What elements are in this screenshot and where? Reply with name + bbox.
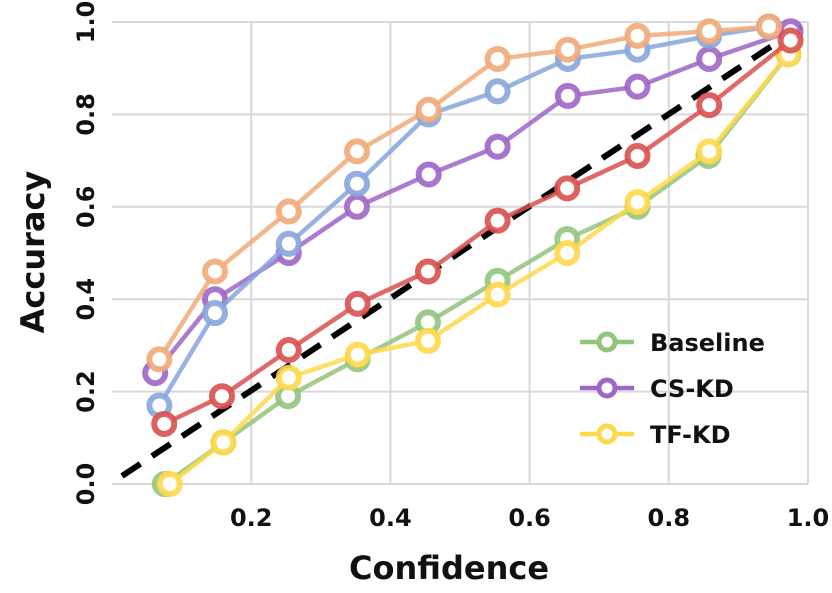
data-point bbox=[414, 258, 441, 285]
series-unlabeled-4 bbox=[146, 13, 783, 373]
data-point bbox=[756, 13, 783, 40]
data-point bbox=[624, 189, 651, 216]
data-point bbox=[275, 364, 302, 391]
legend-marker bbox=[596, 423, 618, 445]
data-point bbox=[151, 410, 178, 437]
data-point bbox=[777, 27, 804, 54]
data-point bbox=[275, 337, 302, 364]
x-tick-label: 0.6 bbox=[508, 504, 551, 532]
series-line bbox=[163, 38, 792, 426]
legend-marker bbox=[596, 331, 618, 353]
series-line bbox=[168, 52, 791, 486]
data-point bbox=[415, 96, 442, 123]
data-point bbox=[210, 429, 237, 456]
x-tick-label: 0.4 bbox=[369, 504, 412, 532]
series-line bbox=[163, 52, 791, 486]
data-point bbox=[696, 138, 723, 165]
legend: Baseline CS-KD TF-KD bbox=[580, 329, 765, 449]
data-point bbox=[554, 175, 581, 202]
legend-item-tf-kd: TF-KD bbox=[580, 421, 731, 449]
series-line bbox=[157, 24, 770, 407]
data-point bbox=[484, 78, 511, 105]
y-axis-title: Accuracy bbox=[14, 171, 52, 334]
y-tick-label: 0.6 bbox=[72, 186, 100, 229]
x-tick-label: 1.0 bbox=[787, 504, 830, 532]
data-point bbox=[484, 207, 511, 234]
data-point bbox=[343, 193, 370, 220]
perfect-calibration-line bbox=[120, 19, 810, 479]
data-point bbox=[202, 258, 229, 285]
data-point bbox=[624, 73, 651, 100]
data-point bbox=[414, 327, 441, 354]
data-point bbox=[554, 82, 581, 109]
series-tf-kd bbox=[156, 41, 802, 497]
series-unlabeled-5 bbox=[151, 27, 804, 437]
legend-label: Baseline bbox=[650, 329, 765, 357]
x-tick-label: 0.2 bbox=[230, 504, 273, 532]
data-point bbox=[696, 18, 723, 45]
data-point bbox=[624, 142, 651, 169]
data-point bbox=[484, 133, 511, 160]
data-point bbox=[624, 22, 651, 49]
reference-line-group bbox=[120, 19, 810, 479]
data-point bbox=[344, 341, 371, 368]
data-point bbox=[343, 170, 370, 197]
data-point bbox=[554, 240, 581, 266]
data-point bbox=[156, 471, 183, 497]
legend-label: TF-KD bbox=[650, 421, 731, 449]
series-line bbox=[157, 24, 770, 361]
data-point bbox=[696, 92, 723, 119]
legend-label: CS-KD bbox=[650, 375, 734, 403]
data-point bbox=[146, 346, 173, 373]
data-point bbox=[202, 300, 229, 327]
x-axis-title: Confidence bbox=[349, 549, 549, 587]
data-point bbox=[484, 281, 511, 308]
legend-item-cs-kd: CS-KD bbox=[580, 375, 734, 403]
tick-labels: 0.2 0.4 0.6 0.8 1.0 0.0 0.2 0.4 0.6 0.8 1.0 bbox=[72, 1, 829, 532]
y-tick-label: 0.2 bbox=[72, 370, 100, 413]
y-tick-label: 0.4 bbox=[72, 278, 100, 321]
data-point bbox=[344, 290, 371, 317]
data-point bbox=[208, 383, 235, 410]
data-point bbox=[343, 138, 370, 165]
data-point bbox=[696, 45, 723, 72]
data-point bbox=[554, 36, 581, 63]
y-tick-label: 0.8 bbox=[72, 93, 100, 136]
y-tick-label: 1.0 bbox=[72, 1, 100, 44]
series-group bbox=[142, 13, 804, 497]
legend-marker bbox=[596, 377, 618, 399]
x-tick-label: 0.8 bbox=[648, 504, 691, 532]
data-point bbox=[415, 161, 442, 188]
data-point bbox=[275, 230, 302, 257]
data-point bbox=[275, 198, 302, 225]
legend-item-baseline: Baseline bbox=[580, 329, 765, 357]
data-point bbox=[484, 45, 511, 72]
y-tick-label: 0.0 bbox=[72, 463, 100, 506]
